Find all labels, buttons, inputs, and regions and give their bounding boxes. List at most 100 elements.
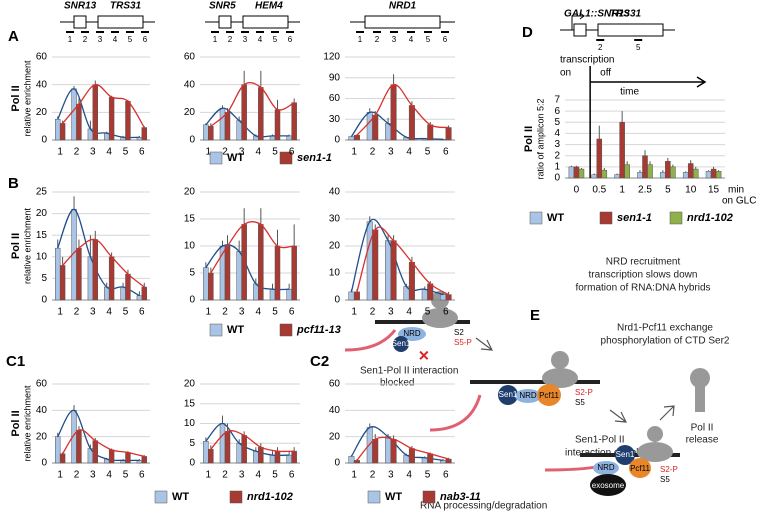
bar bbox=[372, 229, 379, 301]
legend-swatch bbox=[229, 490, 243, 504]
x-tick-label: 3 bbox=[388, 470, 394, 481]
y-tick-label: 20 bbox=[36, 107, 48, 118]
x-tick-label: 1 bbox=[57, 307, 63, 318]
bar bbox=[208, 272, 214, 301]
model-label: S5 bbox=[660, 475, 670, 484]
model-text: NRD recruitment bbox=[606, 257, 681, 268]
bar bbox=[427, 453, 434, 464]
pol-ii bbox=[551, 351, 569, 369]
bar bbox=[385, 123, 392, 141]
bar bbox=[624, 164, 630, 179]
y-tick-label: 10 bbox=[184, 241, 196, 252]
amplicon-label: 4 bbox=[113, 35, 118, 44]
bar bbox=[253, 450, 259, 464]
trend-line bbox=[205, 107, 290, 138]
bar bbox=[76, 429, 82, 464]
y-tick-label: 40 bbox=[36, 79, 48, 90]
trend-line bbox=[210, 81, 295, 127]
legend-label: nrd1-102 bbox=[687, 212, 733, 224]
bar bbox=[241, 224, 247, 301]
bar bbox=[55, 436, 61, 464]
y-tick-label: 0 bbox=[334, 295, 340, 306]
gene-name: SNR5 bbox=[209, 1, 236, 12]
x-unit: on GLC bbox=[722, 196, 756, 207]
bar bbox=[274, 450, 281, 464]
bar bbox=[372, 439, 379, 464]
legend-swatch bbox=[209, 151, 223, 165]
bar bbox=[445, 127, 452, 141]
x-tick-label: 1 bbox=[351, 307, 357, 318]
y-tick-label: 60 bbox=[329, 379, 341, 390]
legend-swatch bbox=[422, 490, 436, 504]
bar bbox=[705, 171, 712, 179]
legend-label: WT bbox=[547, 212, 564, 224]
model-text: Sen1-Pol II interaction bbox=[360, 366, 458, 377]
rna bbox=[344, 329, 397, 352]
amplicon-label: 3 bbox=[243, 35, 248, 44]
model-label: exosome bbox=[592, 481, 625, 490]
y-tick-label: 30 bbox=[329, 214, 341, 225]
annotation: on bbox=[560, 68, 571, 79]
model-label: S5-P bbox=[454, 338, 472, 347]
exosome bbox=[590, 474, 626, 496]
bar bbox=[710, 168, 717, 179]
y-tick-label: 25 bbox=[36, 187, 48, 198]
bar bbox=[385, 240, 392, 301]
model-text: formation of RNA:DNA hybrids bbox=[575, 283, 710, 294]
bar bbox=[390, 439, 397, 464]
bar bbox=[665, 161, 671, 179]
bar bbox=[578, 168, 585, 179]
x-tick-label: 2 bbox=[222, 147, 228, 158]
bar bbox=[108, 256, 115, 301]
bar bbox=[92, 440, 98, 464]
model-text: Nrd1-Pcf11 exchange bbox=[617, 323, 713, 334]
y-tick-label: 5 bbox=[189, 438, 195, 449]
y-axis-label: Pol II bbox=[523, 126, 535, 152]
bar bbox=[136, 295, 143, 301]
gene-box bbox=[242, 15, 289, 29]
bar bbox=[219, 423, 226, 464]
pol-ii bbox=[690, 368, 710, 388]
y-tick-label: 1 bbox=[554, 161, 560, 172]
model-text: release bbox=[686, 435, 719, 446]
x-tick-label: 5 bbox=[123, 470, 129, 481]
bar bbox=[670, 166, 676, 179]
x-tick-label: 1 bbox=[206, 470, 212, 481]
y-tick-label: 60 bbox=[36, 52, 48, 63]
bar bbox=[59, 123, 66, 141]
annotation: transcription bbox=[560, 55, 614, 66]
x-tick-label: 5 bbox=[272, 307, 278, 318]
panel-label: C1 bbox=[6, 353, 25, 370]
y-axis-label: Pol II bbox=[10, 410, 22, 436]
bar bbox=[141, 456, 147, 464]
bar bbox=[390, 84, 397, 141]
gene-box bbox=[218, 15, 232, 29]
bar bbox=[92, 84, 98, 141]
bar bbox=[59, 453, 66, 464]
bar bbox=[291, 102, 297, 141]
bar bbox=[71, 88, 77, 141]
model-label: S5 bbox=[575, 398, 585, 407]
model-text: Sen1-Pol II bbox=[575, 435, 624, 446]
y-tick-label: 10 bbox=[184, 418, 196, 429]
model-label: NRD bbox=[403, 329, 421, 338]
x-tick-label: 4 bbox=[256, 147, 262, 158]
model-label: S2-P bbox=[575, 388, 593, 397]
bar bbox=[141, 286, 147, 301]
legend-swatch bbox=[209, 323, 223, 337]
x-tick-label: 1 bbox=[351, 470, 357, 481]
bar bbox=[236, 443, 242, 464]
x-tick-label: 5 bbox=[123, 147, 129, 158]
trend-line bbox=[57, 208, 140, 297]
x-tick-label: 1 bbox=[351, 147, 357, 158]
amplicon-label: 5 bbox=[273, 35, 278, 44]
bar bbox=[660, 172, 666, 179]
rna bbox=[429, 394, 482, 432]
bar bbox=[348, 291, 355, 301]
y-tick-label: 15 bbox=[36, 230, 48, 241]
gene-box bbox=[73, 15, 87, 29]
bar bbox=[208, 448, 214, 464]
bar bbox=[241, 435, 247, 464]
amplicon-label: 3 bbox=[98, 35, 103, 44]
